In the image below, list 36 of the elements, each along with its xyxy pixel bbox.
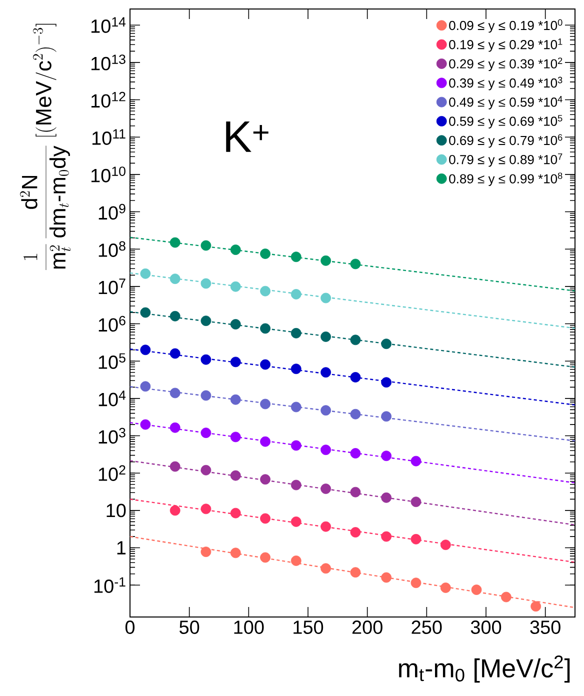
y-tick-label: 10$^{7}$ xyxy=(98,278,126,294)
y-tick-label: 10$^{12}$ xyxy=(91,92,126,108)
legend-label: 0.59 ≤ y ≤ 0.69 *10$^{5}$ xyxy=(449,115,562,128)
y-tick-label: 10$^{10}$ xyxy=(91,166,126,182)
y-tick-label: 10$^{5}$ xyxy=(98,353,126,369)
annotation: K$^{+}$ xyxy=(226,122,268,152)
legend-label: 0.39 ≤ y ≤ 0.49 *10$^{3}$ xyxy=(449,76,562,90)
legend-label: 0.69 ≤ y ≤ 0.79 *10$^{6}$ xyxy=(449,134,562,148)
y-tick-label: 10$^{11}$ xyxy=(92,129,126,145)
x-tick-label: 250 xyxy=(412,620,442,634)
x-tick-label: 150 xyxy=(294,620,324,634)
legend-label: 0.29 ≤ y ≤ 0.39 *10$^{2}$ xyxy=(449,58,562,72)
y-tick-label: 10$^{6}$ xyxy=(98,316,126,332)
y-tick-label: 10$^{4}$ xyxy=(98,390,126,406)
x-tick-label: 0 xyxy=(125,620,135,634)
y-tick-label: 10$^{14}$ xyxy=(91,17,126,33)
y-tick-label: 10 xyxy=(106,504,126,518)
y-tick-label: 10$^{2}$ xyxy=(98,465,126,481)
y-tick-label: 10$^{8}$ xyxy=(98,241,126,257)
legend-label: 0.19 ≤ y ≤ 0.29 *10$^{1}$ xyxy=(449,38,562,52)
y-tick-label: 1 xyxy=(117,541,126,554)
x-axis-title: m$_{t}$-m$_{0}$ [MeV/c$^{2}$] xyxy=(399,656,570,683)
y-tick-label: 10$^{3}$ xyxy=(98,428,126,444)
x-tick-label: 300 xyxy=(470,620,502,634)
y-tick-label: 10$^{-1}$ xyxy=(94,577,126,593)
x-tick-label: 50 xyxy=(180,620,200,634)
legend-label: 0.49 ≤ y ≤ 0.59 *10$^{4}$ xyxy=(449,96,562,110)
x-tick-label: 350 xyxy=(530,620,560,634)
y-tick-label: 10$^{13}$ xyxy=(91,54,126,70)
y-tick-label: 10$^{9}$ xyxy=(98,204,126,220)
legend-label: 0.89 ≤ y ≤ 0.99 *10$^{8}$ xyxy=(449,172,562,186)
legend-label: 0.09 ≤ y ≤ 0.19 *10$^{0}$ xyxy=(449,19,562,33)
x-tick-label: 100 xyxy=(234,620,264,634)
y-axis-title: $\frac{1}{\mathrm{m}_{t}^{2}}\,\frac{\mathrm{d}^{2}\mathrm{N}}{\mathrm{dm}_{t}\mbox{-}\mathrm{m}_{0}\mathrm{dy}}\;[(\mathrm{MeV}/\mathrm{c}^{2})^{-3}]$ xyxy=(20,24,71,270)
x-tick-label: 200 xyxy=(352,620,382,634)
legend-label: 0.79 ≤ y ≤ 0.89 *10$^{7}$ xyxy=(449,153,562,167)
